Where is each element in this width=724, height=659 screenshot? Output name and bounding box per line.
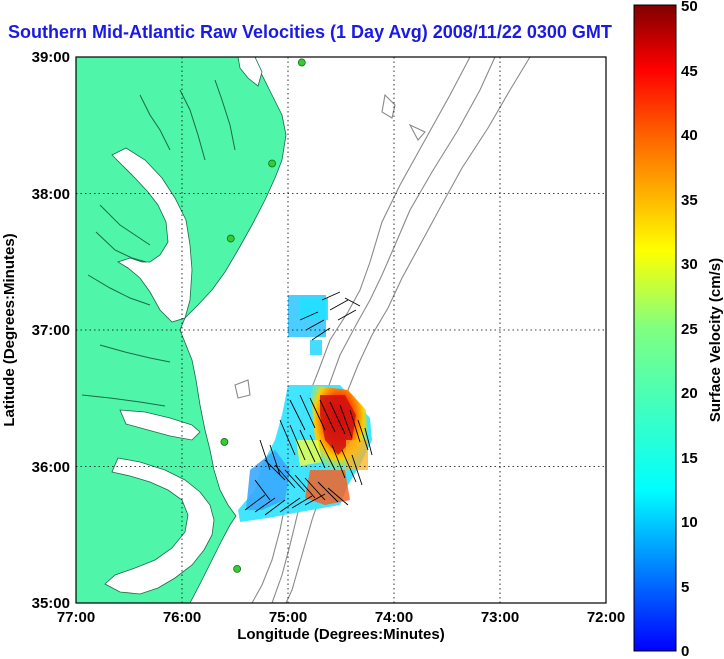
colorbar-tick-label: 10 xyxy=(681,514,698,531)
x-axis-label: Longitude (Degrees:Minutes) xyxy=(237,626,445,643)
x-tick-labels: 77:00 76:00 75:00 74:00 73:00 72:00 xyxy=(57,609,625,626)
y-tick-label: 35:00 xyxy=(32,595,70,612)
colorbar-tick-label: 50 xyxy=(681,0,698,15)
colorbar-tick-label: 35 xyxy=(681,192,698,209)
colorbar-tick-label: 25 xyxy=(681,321,698,338)
station-marker xyxy=(233,564,242,573)
y-tick-label: 36:00 xyxy=(32,459,70,476)
colorbar-tick-label: 30 xyxy=(681,256,698,273)
colorbar xyxy=(633,4,677,652)
x-tick-label: 73:00 xyxy=(481,609,519,626)
y-axis-label: Latitude (Degrees:Minutes) xyxy=(1,233,18,426)
y-tick-label: 37:00 xyxy=(32,322,70,339)
x-tick-label: 75:00 xyxy=(269,609,307,626)
x-tick-label: 74:00 xyxy=(375,609,413,626)
map-content xyxy=(76,57,606,603)
delaware-bay xyxy=(237,57,263,87)
y-tick-label: 39:00 xyxy=(32,49,70,66)
station-marker xyxy=(268,159,277,168)
x-tick-label: 72:00 xyxy=(587,609,625,626)
colorbar-tick-label: 40 xyxy=(681,127,698,144)
map-gridlines xyxy=(76,57,606,603)
albemarle-sound xyxy=(119,409,201,441)
x-tick-label: 76:00 xyxy=(163,609,201,626)
y-tick-label: 38:00 xyxy=(32,186,70,203)
rivers xyxy=(81,79,236,407)
colorbar-tick-label: 0 xyxy=(681,643,689,659)
chesapeake-bay xyxy=(111,147,193,323)
station-markers xyxy=(220,58,306,573)
colorbar-label: Surface Velocity (cm/s) xyxy=(707,258,724,422)
station-marker xyxy=(226,234,235,243)
colorbar-tick-labels: 0 5 10 15 20 25 30 35 40 45 50 xyxy=(681,0,698,659)
pamlico-sound xyxy=(104,457,215,595)
map-frame xyxy=(75,56,607,604)
map-title: Southern Mid-Atlantic Raw Velocities (1 … xyxy=(8,22,612,42)
station-marker xyxy=(220,438,229,446)
colorbar-tick-label: 45 xyxy=(681,63,698,80)
colorbar-tick-label: 5 xyxy=(681,579,689,596)
x-tick-label: 77:00 xyxy=(57,609,95,626)
bathymetry-contours xyxy=(234,57,531,603)
station-marker xyxy=(297,58,306,67)
y-tick-labels: 39:00 38:00 37:00 36:00 35:00 xyxy=(32,49,70,612)
colorbar-tick-label: 20 xyxy=(681,385,698,402)
velocity-arrows xyxy=(244,291,373,516)
colorbar-tick-label: 15 xyxy=(681,450,698,467)
